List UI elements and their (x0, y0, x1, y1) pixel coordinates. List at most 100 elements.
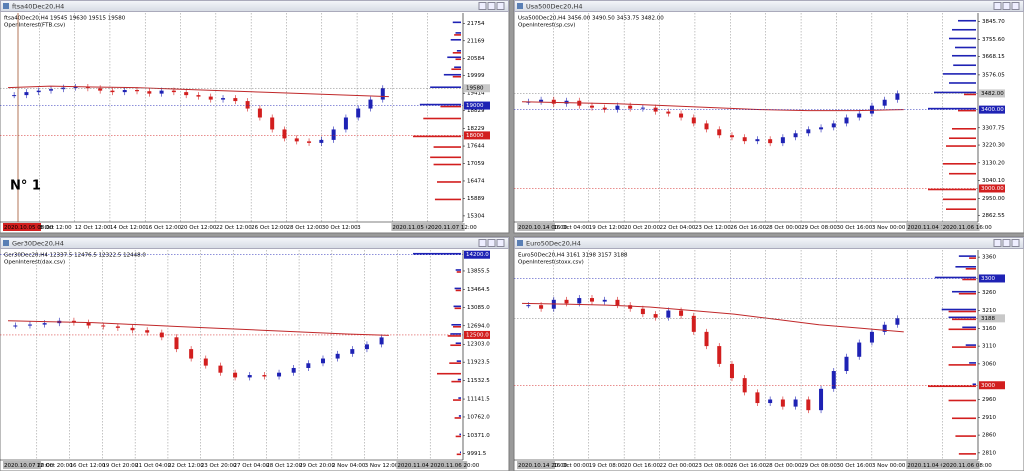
candle (640, 107, 645, 109)
price-label: 17059 (467, 161, 485, 167)
minimize-button[interactable] (478, 2, 487, 10)
candle (208, 96, 213, 100)
time-label: 29 Oct 08:00 (801, 463, 837, 469)
time-label: 30 Oct 16:00 (836, 225, 872, 231)
candle (857, 342, 862, 357)
price-label: 2810 (982, 450, 996, 456)
time-label: 16 Oct 12:00 (145, 225, 181, 231)
level-label: 12500.0 (466, 332, 489, 338)
price-label: 15889 (467, 196, 485, 202)
minimize-button[interactable] (993, 2, 1002, 10)
oi-call-bar (453, 305, 461, 308)
level-label-bg (979, 184, 1005, 193)
candle (159, 90, 164, 94)
time-label: 3 Nov 12:00 (365, 463, 399, 469)
oi-put-bar (948, 364, 976, 366)
maximize-button[interactable] (487, 2, 496, 10)
price-label: 17644 (467, 144, 485, 150)
oi-call-bar (934, 91, 976, 94)
title-bar[interactable] (514, 0, 1024, 12)
candle (717, 346, 722, 364)
price-label: 21169 (467, 38, 485, 44)
oi-call-bar (458, 415, 461, 417)
price-label: 3130.20 (982, 160, 1005, 166)
time-label: 19 Oct 08:00 (589, 463, 625, 469)
time-label: 2020.11.05 04:00 (392, 225, 442, 231)
price-label: 16474 (467, 178, 485, 184)
price-label: 11141.5 (467, 397, 490, 403)
symbol-info: Ger30Dec20,H4 12337.5 12476.5 12322.5 12… (4, 253, 146, 259)
candle (98, 88, 103, 91)
chart-window: ftsa40Dec20,H4 ftsa40Dec20,H4 19545 19630… (0, 0, 510, 234)
oi-put-bar (946, 208, 976, 210)
indicator-label: OpenInterest(dax.csv) (4, 260, 65, 266)
candle (895, 93, 900, 100)
candle (691, 117, 696, 124)
minimize-button[interactable] (478, 239, 487, 247)
oi-put-bar (949, 137, 976, 140)
window-title: Euro50Dec20,H4 (526, 240, 581, 248)
oi-put-bar (423, 117, 461, 120)
time-label-highlight (906, 461, 945, 469)
candle (831, 123, 836, 128)
candle (331, 129, 336, 140)
minimize-button[interactable] (993, 239, 1002, 247)
oi-put-bar (958, 109, 976, 112)
time-label: 2020.11.06 08:00 (943, 463, 993, 469)
oi-put-bar (455, 289, 461, 292)
price-label: 11532.5 (467, 378, 490, 384)
close-button[interactable] (496, 239, 505, 247)
maximize-button[interactable] (1002, 239, 1011, 247)
price-label: 13855.5 (467, 268, 490, 274)
time-label-highlight (941, 461, 980, 469)
time-label: 16 Oct 12:00 (70, 463, 106, 469)
maximize-button[interactable] (487, 239, 496, 247)
candle (755, 392, 760, 404)
candle (380, 88, 385, 100)
price-label: 18829 (467, 108, 485, 114)
candle (36, 90, 41, 93)
oi-call-bar (958, 19, 976, 22)
time-label: 26 Oct 12:00 (251, 225, 287, 231)
title-bar[interactable] (0, 237, 509, 249)
price-label: 3668.15 (982, 54, 1005, 60)
oi-put-bar (413, 135, 461, 138)
chart-window: Usa500Dec20,H4 Usa500Dec20,H4 3456.00 349… (513, 0, 1024, 234)
candle (755, 139, 760, 142)
oi-put-bar (437, 181, 461, 183)
candle (306, 363, 311, 368)
candle (49, 89, 54, 91)
close-button[interactable] (1011, 239, 1020, 247)
title-bar[interactable] (0, 0, 509, 12)
candle (319, 139, 324, 143)
time-label: 8 Oct 12:00 (39, 225, 72, 231)
maximize-button[interactable] (1002, 2, 1011, 10)
level-label: 18000 (466, 133, 484, 139)
level-label-bg (464, 250, 490, 259)
oi-put-bar (962, 278, 976, 281)
candle (320, 358, 325, 364)
oi-call-bar (943, 73, 976, 75)
price-label: 2960 (982, 397, 996, 403)
price-label: 3220.30 (982, 143, 1005, 149)
close-button[interactable] (496, 2, 505, 10)
price-label: 3576.05 (982, 72, 1005, 78)
time-label: 3 Nov 00:00 (872, 225, 906, 231)
candle (742, 137, 747, 142)
oi-call-bar (454, 287, 461, 290)
candle (844, 356, 849, 372)
time-label: 2020.10.14 20:00 (518, 463, 568, 469)
price-label: 2950.00 (982, 196, 1005, 202)
level-label-bg (979, 274, 1005, 283)
oi-call-bar (419, 103, 461, 106)
oi-put-bar (453, 399, 461, 401)
window-frame (513, 236, 1024, 471)
time-label: 20 Oct 20:00 (624, 225, 660, 231)
close-button[interactable] (1011, 2, 1020, 10)
oi-put-bar (430, 156, 461, 159)
oi-call-bar (443, 73, 461, 76)
time-label-highlight (3, 461, 41, 469)
time-label: 28 Oct 12:00 (266, 463, 302, 469)
window-frame (513, 0, 1024, 234)
title-bar[interactable] (514, 237, 1024, 249)
